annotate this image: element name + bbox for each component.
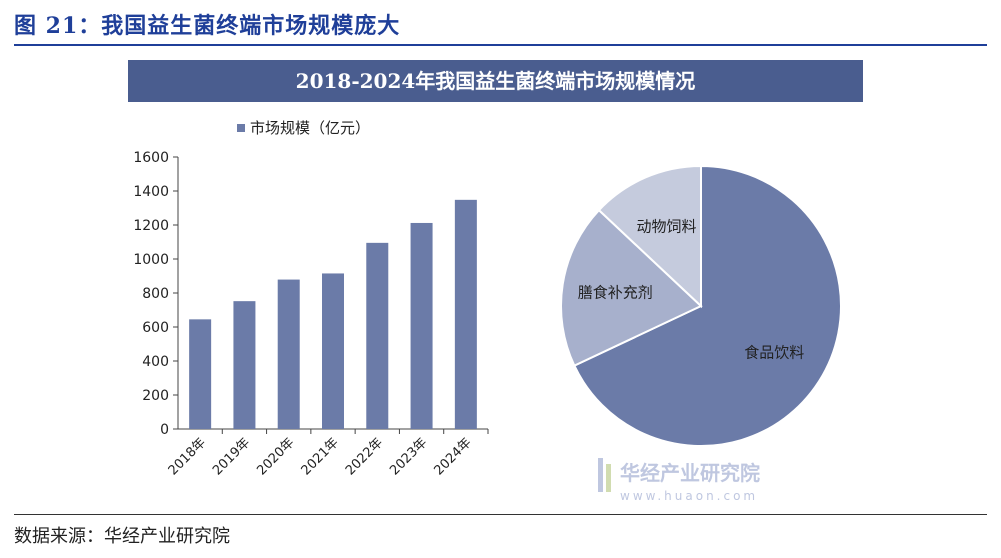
- x-tick-label: 2019年: [210, 435, 253, 478]
- bar: [410, 222, 433, 429]
- y-tick-label: 1600: [133, 150, 169, 166]
- pie: 食品饮料 膳食补充剂 动物饲料: [560, 164, 842, 447]
- y-tick-label: 800: [142, 286, 169, 302]
- pie-slice-label: 食品饮料: [744, 344, 804, 362]
- x-tick-label: 2018年: [166, 435, 209, 478]
- bar: [277, 279, 300, 429]
- pie-slice-label: 动物饲料: [637, 217, 697, 235]
- figure-title: 图 21：我国益生菌终端市场规模庞大: [14, 13, 401, 39]
- bars: [189, 199, 477, 429]
- x-tick-label: 2023年: [387, 435, 430, 478]
- source-rule: [14, 514, 987, 515]
- y-tick-label: 1200: [133, 218, 169, 234]
- watermark-url: www.huaon.com: [620, 489, 758, 503]
- legend-swatch: [237, 124, 245, 132]
- title-rule: [14, 44, 987, 46]
- chart-panel: 2018-2024年我国益生菌终端市场规模情况 市场规模（亿元） 0 200 400…: [128, 60, 863, 510]
- pie-slice-label: 膳食补充剂: [578, 283, 653, 301]
- bar: [233, 301, 256, 429]
- watermark: 华经产业研究院 www.huaon.com: [598, 458, 760, 503]
- y-tick-label: 400: [142, 354, 169, 370]
- bar: [189, 319, 212, 429]
- watermark-text: 华经产业研究院: [620, 461, 760, 485]
- x-tick-label: 2024年: [431, 435, 474, 478]
- watermark-logo: [598, 458, 603, 492]
- source-note: 数据来源：华经产业研究院: [14, 526, 230, 547]
- watermark-logo: [606, 464, 611, 492]
- y-tick-label: 0: [160, 422, 169, 438]
- bar: [454, 199, 477, 429]
- x-tick-label: 2022年: [343, 435, 386, 478]
- legend-label: 市场规模（亿元）: [250, 119, 370, 137]
- x-tick-label: 2021年: [299, 435, 342, 478]
- y-tick-label: 1400: [133, 184, 169, 200]
- bar: [366, 242, 389, 429]
- bar: [322, 273, 344, 429]
- pie-slice: [597, 164, 702, 309]
- y-tick-label: 1000: [133, 252, 169, 268]
- pie-slice: [572, 164, 842, 447]
- pie-slice: [560, 208, 703, 367]
- chart-title: 2018-2024年我国益生菌终端市场规模情况: [128, 60, 863, 102]
- x-tick-label: 2020年: [254, 435, 297, 478]
- y-tick-label: 200: [142, 388, 169, 404]
- y-tick-label: 600: [142, 320, 169, 336]
- chart-svg: 市场规模（亿元） 0 200 400 600 800 1000 1200 1400 1600 20…: [133, 119, 842, 503]
